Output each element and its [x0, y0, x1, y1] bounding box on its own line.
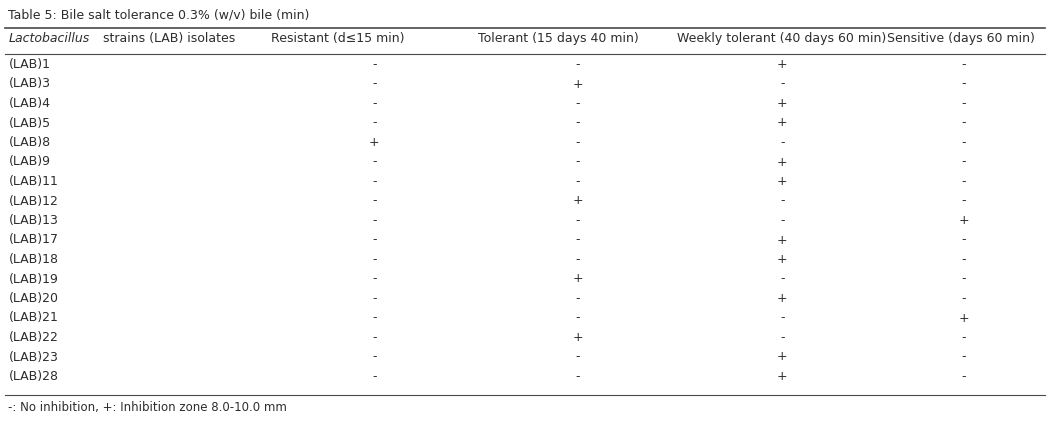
Text: -: - — [962, 233, 966, 246]
Text: -: - — [780, 195, 784, 208]
Text: +: + — [777, 351, 788, 363]
Text: +: + — [777, 253, 788, 266]
Text: (LAB)17: (LAB)17 — [8, 233, 59, 246]
Text: +: + — [572, 195, 583, 208]
Text: -: - — [575, 58, 580, 71]
Text: +: + — [959, 311, 969, 325]
Text: -: - — [962, 97, 966, 110]
Text: Weekly tolerant (40 days 60 min): Weekly tolerant (40 days 60 min) — [677, 32, 886, 45]
Text: -: - — [372, 311, 377, 325]
Text: Table 5: Bile salt tolerance 0.3% (w/v) bile (min): Table 5: Bile salt tolerance 0.3% (w/v) … — [8, 8, 310, 21]
Text: +: + — [777, 175, 788, 188]
Text: -: - — [780, 136, 784, 149]
Text: strains (LAB) isolates: strains (LAB) isolates — [100, 32, 235, 45]
Text: -: - — [575, 311, 580, 325]
Text: -: - — [372, 331, 377, 344]
Text: -: - — [575, 175, 580, 188]
Text: (LAB)19: (LAB)19 — [8, 273, 59, 286]
Text: -: - — [962, 253, 966, 266]
Text: -: - — [372, 370, 377, 383]
Text: +: + — [959, 214, 969, 227]
Text: (LAB)23: (LAB)23 — [8, 351, 59, 363]
Text: (LAB)20: (LAB)20 — [8, 292, 59, 305]
Text: -: - — [962, 331, 966, 344]
Text: (LAB)11: (LAB)11 — [8, 175, 59, 188]
Text: (LAB)28: (LAB)28 — [8, 370, 59, 383]
Text: (LAB)5: (LAB)5 — [8, 116, 50, 130]
Text: -: - — [780, 331, 784, 344]
Text: -: - — [372, 155, 377, 168]
Text: +: + — [777, 58, 788, 71]
Text: -: - — [780, 78, 784, 90]
Text: -: - — [575, 370, 580, 383]
Text: -: - — [962, 273, 966, 286]
Text: (LAB)12: (LAB)12 — [8, 195, 59, 208]
Text: Resistant (d≤15 min): Resistant (d≤15 min) — [271, 32, 404, 45]
Text: -: - — [962, 370, 966, 383]
Text: -: - — [372, 175, 377, 188]
Text: +: + — [777, 97, 788, 110]
Text: +: + — [572, 78, 583, 90]
Text: (LAB)4: (LAB)4 — [8, 97, 50, 110]
Text: -: - — [575, 253, 580, 266]
Text: -: - — [575, 97, 580, 110]
Text: -: - — [962, 351, 966, 363]
Text: Tolerant (15 days 40 min): Tolerant (15 days 40 min) — [478, 32, 638, 45]
Text: -: - — [575, 233, 580, 246]
Text: -: - — [575, 116, 580, 130]
Text: +: + — [777, 116, 788, 130]
Text: +: + — [777, 155, 788, 168]
Text: -: - — [962, 116, 966, 130]
Text: -: - — [372, 351, 377, 363]
Text: +: + — [777, 292, 788, 305]
Text: (LAB)18: (LAB)18 — [8, 253, 59, 266]
Text: +: + — [777, 233, 788, 246]
Text: -: - — [372, 233, 377, 246]
Text: -: - — [372, 78, 377, 90]
Text: (LAB)21: (LAB)21 — [8, 311, 59, 325]
Text: -: - — [575, 351, 580, 363]
Text: -: No inhibition, +: Inhibition zone 8.0-10.0 mm: -: No inhibition, +: Inhibition zone 8.0… — [8, 401, 288, 414]
Text: +: + — [777, 370, 788, 383]
Text: -: - — [962, 78, 966, 90]
Text: +: + — [369, 136, 380, 149]
Text: (LAB)22: (LAB)22 — [8, 331, 59, 344]
Text: (LAB)3: (LAB)3 — [8, 78, 50, 90]
Text: Sensitive (days 60 min): Sensitive (days 60 min) — [887, 32, 1035, 45]
Text: -: - — [575, 214, 580, 227]
Text: (LAB)13: (LAB)13 — [8, 214, 59, 227]
Text: -: - — [372, 273, 377, 286]
Text: -: - — [575, 136, 580, 149]
Text: -: - — [962, 195, 966, 208]
Text: -: - — [575, 155, 580, 168]
Text: -: - — [962, 175, 966, 188]
Text: (LAB)8: (LAB)8 — [8, 136, 50, 149]
Text: -: - — [372, 116, 377, 130]
Text: -: - — [575, 292, 580, 305]
Text: -: - — [780, 311, 784, 325]
Text: -: - — [372, 292, 377, 305]
Text: -: - — [372, 253, 377, 266]
Text: -: - — [372, 58, 377, 71]
Text: +: + — [572, 331, 583, 344]
Text: (LAB)9: (LAB)9 — [8, 155, 50, 168]
Text: -: - — [962, 136, 966, 149]
Text: -: - — [372, 195, 377, 208]
Text: (LAB)1: (LAB)1 — [8, 58, 50, 71]
Text: -: - — [780, 214, 784, 227]
Text: -: - — [372, 97, 377, 110]
Text: -: - — [780, 273, 784, 286]
Text: -: - — [372, 214, 377, 227]
Text: +: + — [572, 273, 583, 286]
Text: -: - — [962, 292, 966, 305]
Text: -: - — [962, 155, 966, 168]
Text: Lactobacillus: Lactobacillus — [8, 32, 89, 45]
Text: -: - — [962, 58, 966, 71]
